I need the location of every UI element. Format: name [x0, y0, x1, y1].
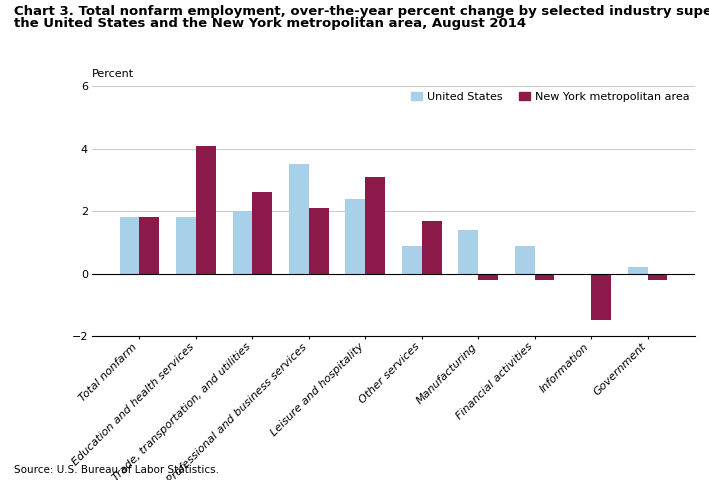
Bar	[478, 274, 498, 280]
Bar	[459, 230, 478, 274]
Bar	[422, 221, 442, 274]
Bar	[309, 208, 328, 274]
Text: the United States and the New York metropolitan area, August 2014: the United States and the New York metro…	[14, 17, 526, 30]
Bar	[628, 267, 647, 274]
Bar	[140, 217, 159, 274]
Bar	[252, 192, 272, 274]
Legend: United States, New York metropolitan area: United States, New York metropolitan are…	[407, 87, 693, 107]
Text: Percent: Percent	[92, 69, 134, 79]
Bar	[402, 245, 422, 274]
Bar	[591, 274, 611, 321]
Text: Source: U.S. Bureau of Labor Statistics.: Source: U.S. Bureau of Labor Statistics.	[14, 465, 219, 475]
Bar	[515, 245, 535, 274]
Bar	[233, 211, 252, 274]
Bar	[345, 199, 365, 274]
Bar	[196, 146, 216, 274]
Text: Chart 3. Total nonfarm employment, over-the-year percent change by selected indu: Chart 3. Total nonfarm employment, over-…	[14, 5, 709, 18]
Bar	[176, 217, 196, 274]
Bar	[535, 274, 554, 280]
Bar	[120, 217, 140, 274]
Bar	[289, 164, 309, 274]
Bar	[365, 177, 385, 274]
Bar	[647, 274, 667, 280]
